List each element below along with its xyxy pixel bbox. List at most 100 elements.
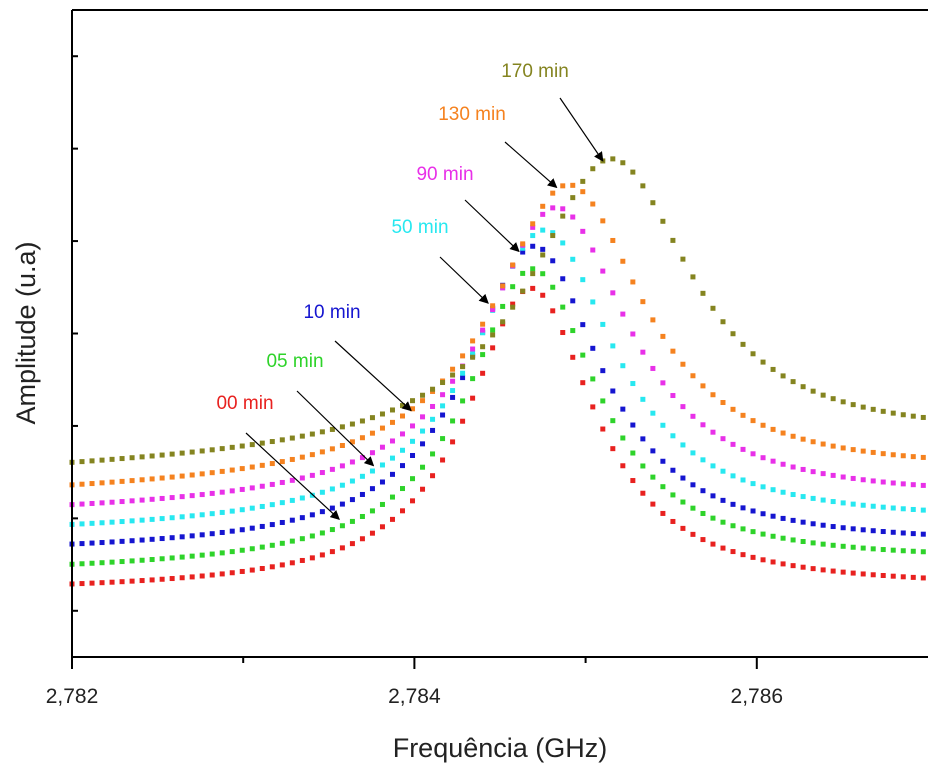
data-point: [680, 361, 686, 367]
data-point: [760, 511, 766, 517]
data-point: [249, 485, 255, 491]
data-point: [870, 572, 876, 578]
data-point: [379, 524, 385, 530]
data-point: [219, 509, 225, 515]
data-point: [289, 497, 295, 503]
series-05-min: [69, 266, 926, 567]
data-point: [189, 449, 195, 455]
data-point: [580, 228, 586, 234]
data-point: [800, 436, 806, 442]
data-point: [389, 407, 395, 413]
data-point: [199, 471, 205, 477]
data-point: [119, 538, 125, 544]
data-point: [520, 288, 526, 294]
data-point: [339, 545, 345, 551]
data-point: [560, 206, 566, 212]
data-point: [109, 519, 115, 525]
data-point: [229, 549, 235, 555]
data-point: [550, 233, 556, 239]
data-point: [820, 567, 826, 573]
data-point: [89, 520, 95, 526]
x-tick-label: 2,784: [388, 685, 441, 708]
data-point: [610, 237, 616, 243]
data-point: [560, 240, 566, 246]
data-point: [410, 398, 416, 404]
data-point: [620, 406, 626, 412]
data-point: [149, 476, 155, 482]
data-point: [359, 473, 365, 479]
data-point: [920, 531, 926, 537]
data-point: [349, 439, 355, 445]
data-point: [329, 466, 335, 472]
data-point: [820, 522, 826, 528]
data-point: [169, 474, 175, 480]
data-point: [329, 527, 335, 533]
data-point: [420, 486, 426, 492]
data-point: [900, 453, 906, 459]
data-point: [269, 481, 275, 487]
data-point: [830, 568, 836, 574]
data-point: [169, 535, 175, 541]
data-point: [239, 547, 245, 553]
data-point: [610, 156, 616, 162]
data-point: [369, 468, 375, 474]
data-point: [490, 332, 496, 338]
data-point: [199, 573, 205, 579]
data-point: [259, 503, 265, 509]
data-point: [770, 366, 776, 372]
data-point: [139, 578, 145, 584]
data-point: [329, 446, 335, 452]
data-point: [400, 486, 406, 492]
data-point: [99, 457, 105, 463]
data-point: [249, 464, 255, 470]
data-point: [890, 529, 896, 535]
data-point: [309, 472, 315, 478]
data-point: [580, 277, 586, 283]
data-point: [830, 472, 836, 478]
data-point: [520, 245, 526, 251]
data-point: [660, 510, 666, 516]
data-point: [470, 395, 476, 401]
data-point: [470, 338, 476, 344]
data-point: [780, 561, 786, 567]
data-point: [690, 413, 696, 419]
data-point: [410, 423, 416, 429]
series-10-min: [69, 243, 926, 547]
data-point: [800, 564, 806, 570]
data-point: [730, 549, 736, 555]
data-point: [460, 375, 466, 381]
data-point: [339, 424, 345, 430]
data-point: [209, 490, 215, 496]
data-point: [199, 492, 205, 498]
data-point: [660, 218, 666, 224]
data-point: [440, 436, 446, 442]
data-point: [199, 512, 205, 518]
data-point: [720, 319, 726, 325]
data-point: [670, 467, 676, 473]
data-point: [339, 482, 345, 488]
data-point: [259, 544, 265, 550]
data-point: [159, 536, 165, 542]
data-point: [189, 472, 195, 478]
data-point: [239, 486, 245, 492]
ticks-layer: 2,782 2,784 2,786: [46, 55, 783, 708]
data-point: [520, 241, 526, 247]
data-point: [259, 440, 265, 446]
data-point: [750, 508, 756, 514]
data-point: [800, 539, 806, 545]
data-point: [480, 321, 486, 327]
data-point: [800, 519, 806, 525]
data-point: [550, 230, 556, 236]
data-point: [109, 456, 115, 462]
data-point: [490, 303, 496, 309]
data-point: [410, 452, 416, 458]
data-point: [369, 486, 375, 492]
data-point: [289, 560, 295, 566]
data-point: [119, 499, 125, 505]
data-point: [810, 469, 816, 475]
data-point: [299, 433, 305, 439]
data-point: [510, 304, 516, 310]
data-point: [279, 500, 285, 506]
data-point: [169, 515, 175, 521]
data-point: [890, 573, 896, 579]
